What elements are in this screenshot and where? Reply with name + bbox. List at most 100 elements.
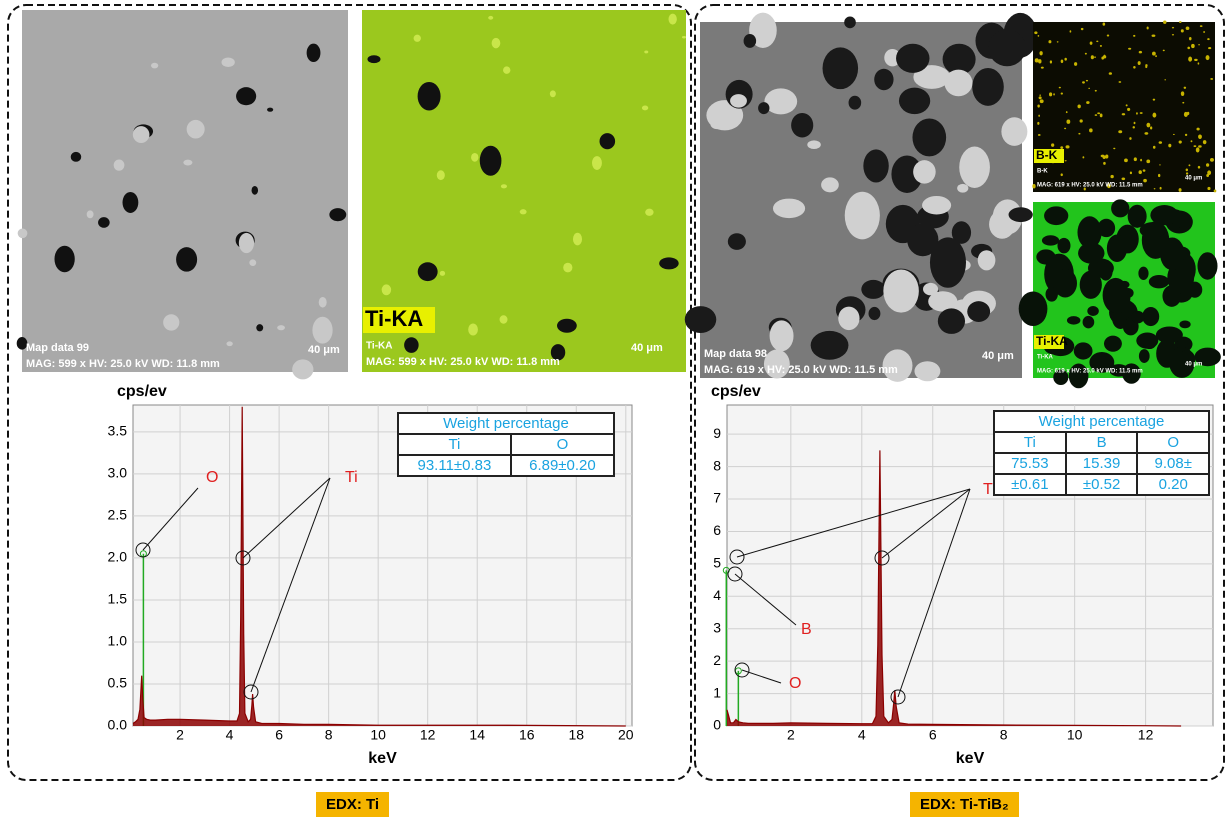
texture [773, 199, 805, 219]
texture [1144, 132, 1148, 135]
texture [1065, 160, 1067, 161]
image-text: MAG: 619 x HV: 25.0 kV WD: 11.5 mm [704, 364, 898, 376]
x-tick-label: 6 [275, 727, 283, 743]
texture [811, 331, 849, 360]
y-tick-label: 3 [713, 619, 721, 635]
texture [1083, 316, 1095, 328]
texture [1074, 342, 1093, 359]
texture [382, 284, 391, 295]
texture [176, 247, 197, 272]
x-axis-label: keV [368, 750, 397, 767]
image-text: Map data 99 [26, 342, 89, 354]
annotation: O [206, 469, 218, 486]
texture [1039, 96, 1042, 99]
image-text: Ti-KA [1037, 355, 1054, 361]
texture [1152, 52, 1156, 56]
texture [1150, 126, 1152, 129]
image-text: 40 μm [631, 342, 663, 354]
texture [418, 262, 438, 281]
texture [520, 209, 527, 214]
texture [1136, 112, 1138, 114]
texture [252, 186, 259, 195]
texture [1044, 206, 1068, 225]
texture [1188, 57, 1192, 62]
texture [685, 306, 717, 333]
y-axis-label: cps/ev [117, 383, 167, 400]
x-tick-label: 10 [370, 727, 386, 743]
texture [500, 315, 508, 323]
x-tick-label: 2 [176, 727, 184, 743]
texture [1100, 45, 1102, 47]
texture [1133, 66, 1135, 69]
texture [1059, 87, 1061, 89]
texture [1032, 184, 1035, 188]
table-cell: Weight percentage [398, 413, 614, 434]
texture [1060, 146, 1063, 149]
caption: EDX: Ti-TiB₂ [910, 792, 1019, 817]
texture [267, 108, 273, 112]
texture [1163, 21, 1166, 24]
texture [1130, 171, 1132, 174]
texture [1173, 134, 1175, 135]
texture [1039, 94, 1041, 95]
table-cell: 0.20 [1137, 474, 1209, 495]
texture [764, 88, 797, 114]
x-tick-label: 6 [929, 727, 937, 743]
y-axis-label: cps/ev [711, 383, 761, 400]
x-tick-label: 2 [787, 727, 795, 743]
texture [1095, 90, 1097, 92]
texture [1080, 271, 1102, 299]
texture [1097, 219, 1115, 237]
texture [249, 259, 256, 266]
texture [1103, 22, 1106, 25]
texture [1061, 59, 1064, 63]
texture [440, 271, 445, 276]
texture [1196, 128, 1199, 131]
micrograph: Map data 9940 μmMAG: 599 x HV: 25.0 kV W… [17, 10, 348, 379]
texture [71, 152, 82, 162]
texture [1179, 321, 1190, 329]
texture [1198, 145, 1202, 147]
texture [1186, 172, 1188, 174]
texture [1181, 91, 1184, 96]
texture [1142, 307, 1159, 326]
texture [849, 96, 862, 110]
texture [1040, 99, 1044, 103]
texture [123, 192, 139, 213]
texture [1131, 311, 1144, 324]
texture [1206, 174, 1209, 177]
texture [1087, 306, 1099, 316]
texture [659, 257, 679, 269]
image-text: 40 μm [308, 344, 340, 356]
texture [1191, 44, 1195, 48]
texture [414, 35, 421, 42]
y-tick-label: 3.0 [108, 465, 128, 481]
texture [1189, 164, 1191, 166]
texture [730, 94, 747, 107]
table-cell: 93.11±0.83 [398, 455, 511, 476]
texture [1061, 92, 1063, 94]
texture [1153, 99, 1155, 101]
texture [573, 233, 582, 246]
y-tick-label: 2.0 [108, 549, 128, 565]
texture [488, 16, 493, 20]
texture [1139, 51, 1142, 54]
table-cell: 6.89±0.20 [511, 455, 614, 476]
texture [1156, 326, 1183, 343]
texture [1085, 53, 1087, 55]
texture [226, 341, 232, 346]
texture [1182, 102, 1184, 104]
texture [1198, 166, 1200, 169]
texture [1207, 38, 1210, 40]
table-cell: O [1137, 432, 1209, 453]
texture [845, 192, 880, 240]
texture [1133, 126, 1135, 128]
texture [1140, 159, 1142, 162]
texture [1207, 187, 1210, 190]
image-text: Ti-KA [1036, 334, 1068, 348]
texture [557, 319, 577, 333]
x-tick-label: 8 [325, 727, 333, 743]
texture [744, 34, 757, 48]
texture [1037, 104, 1040, 107]
